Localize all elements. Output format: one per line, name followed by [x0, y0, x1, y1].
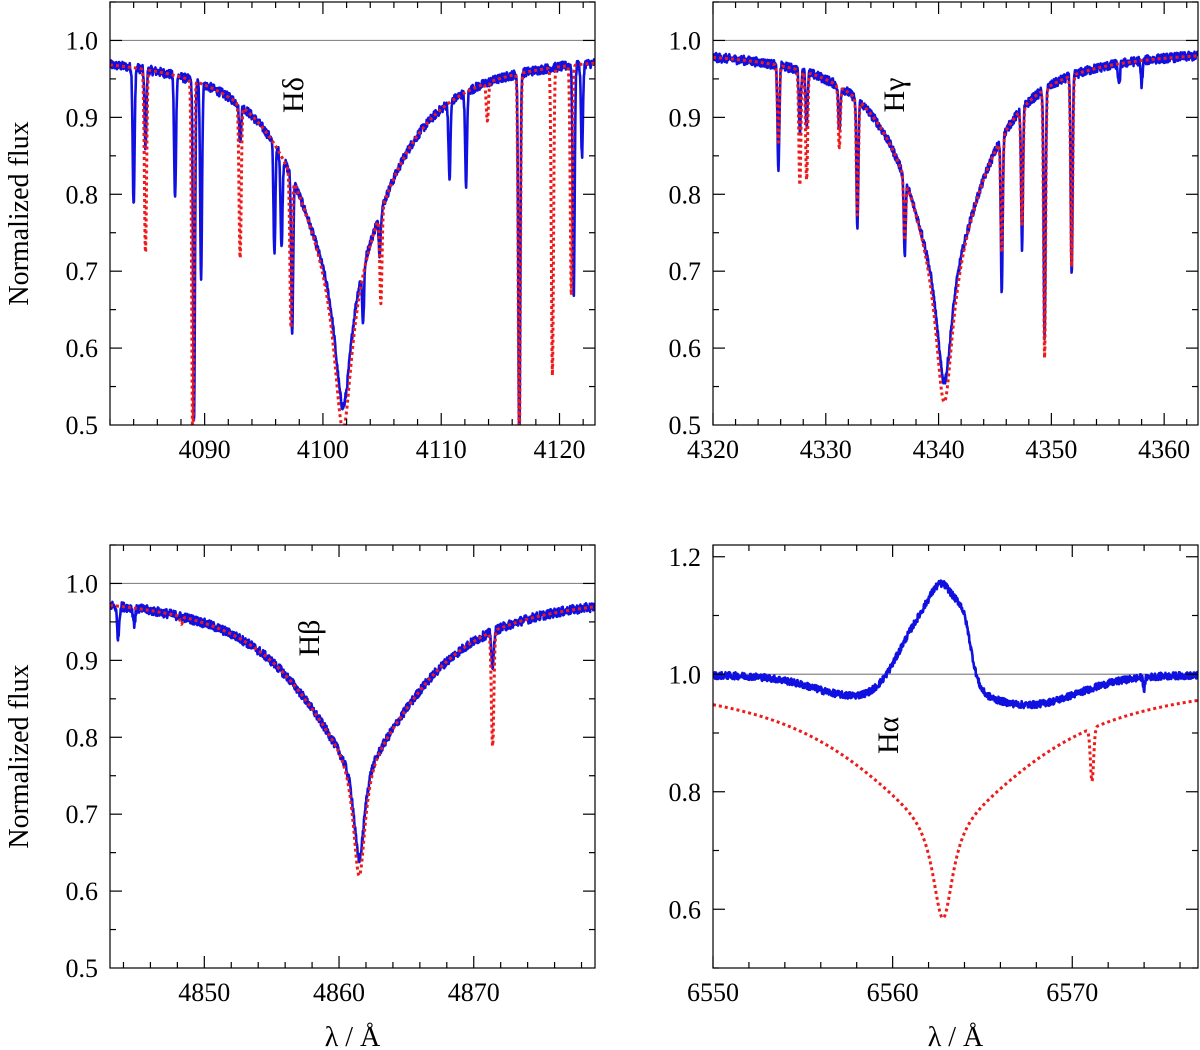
x-axis-title: λ / Å — [928, 1022, 984, 1050]
y-tick-label: 0.8 — [669, 778, 702, 807]
plot-frame — [712, 544, 1199, 969]
y-tick-label: 0.9 — [66, 103, 99, 132]
spectral-line-label: Hγ — [878, 78, 911, 113]
plot-frame — [712, 1, 1199, 426]
chart-panel-3: 4850 4860 4870 0.5 0.6 0.7 0.8 0.9 1.0 Hβ Normaliz… — [4, 544, 596, 1050]
y-tick-label: 0.7 — [66, 800, 99, 829]
x-tick-label: 4090 — [179, 435, 231, 464]
x-tick-label: 4330 — [800, 435, 852, 464]
y-tick-label: 0.5 — [669, 411, 702, 440]
x-tick-label: 4110 — [416, 435, 467, 464]
x-tick-label: 4360 — [1138, 435, 1190, 464]
x-tick-label: 4120 — [534, 435, 586, 464]
y-tick-label: 0.8 — [66, 180, 99, 209]
x-tick-label: 4100 — [297, 435, 349, 464]
x-tick-label: 6560 — [867, 978, 919, 1007]
y-tick-label: 1.2 — [669, 543, 702, 572]
y-axis-title: Normalized flux — [4, 121, 35, 305]
y-tick-label: 1.0 — [66, 26, 99, 55]
model-spectrum-series — [110, 61, 595, 425]
x-tick-label: 4320 — [687, 435, 739, 464]
y-tick-label: 1.0 — [669, 26, 702, 55]
y-tick-label: 1.0 — [669, 660, 702, 689]
chart-panel-1: 4090 4100 4110 4120 0.5 0.6 0.7 0.8 0.9 1.0 Hδ Norm… — [4, 1, 596, 464]
x-tick-label: 6570 — [1046, 978, 1098, 1007]
x-tick-label: 4340 — [913, 435, 965, 464]
y-tick-label: 0.6 — [669, 895, 702, 924]
x-tick-label: 4850 — [178, 978, 230, 1007]
spectral-line-label: Hβ — [293, 620, 326, 657]
y-tick-label: 0.9 — [669, 103, 702, 132]
x-tick-label: 4870 — [448, 978, 500, 1007]
model-spectrum-series — [713, 54, 1198, 404]
y-tick-label: 0.6 — [669, 334, 702, 363]
observed-spectrum-series — [110, 600, 595, 864]
model-spectrum-series — [110, 603, 595, 878]
y-tick-label: 0.5 — [66, 954, 99, 983]
x-tick-label: 6550 — [687, 978, 739, 1007]
y-tick-label: 0.6 — [66, 334, 99, 363]
y-tick-label: 0.7 — [669, 257, 702, 286]
x-tick-label: 4350 — [1025, 435, 1077, 464]
y-tick-label: 0.6 — [66, 877, 99, 906]
observed-spectrum-series — [713, 579, 1198, 710]
y-tick-label: 0.7 — [66, 257, 99, 286]
y-tick-label: 0.5 — [66, 411, 99, 440]
model-spectrum-series — [713, 698, 1198, 920]
x-tick-label: 4860 — [313, 978, 365, 1007]
y-axis-title: Normalized flux — [4, 664, 35, 848]
spectral-line-label: Hα — [872, 716, 905, 754]
observed-spectrum-series — [713, 50, 1198, 385]
plot-frame — [109, 544, 596, 969]
plot-frame — [109, 1, 596, 426]
y-tick-label: 1.0 — [66, 569, 99, 598]
y-tick-label: 0.8 — [669, 180, 702, 209]
x-axis-title: λ / Å — [325, 1022, 381, 1050]
observed-spectrum-series — [110, 58, 595, 425]
spectral-line-label: Hδ — [277, 77, 310, 113]
y-tick-label: 0.9 — [66, 646, 99, 675]
y-tick-label: 0.8 — [66, 723, 99, 752]
chart-panel-2: 4320 4330 4340 4350 4360 0.5 0.6 0.7 0.8 0.9 1.0 Hγ — [669, 1, 1199, 464]
chart-panel-4: 6550 6560 6570 0.6 0.8 1.0 1.2 Hα λ / Å — [669, 543, 1199, 1050]
